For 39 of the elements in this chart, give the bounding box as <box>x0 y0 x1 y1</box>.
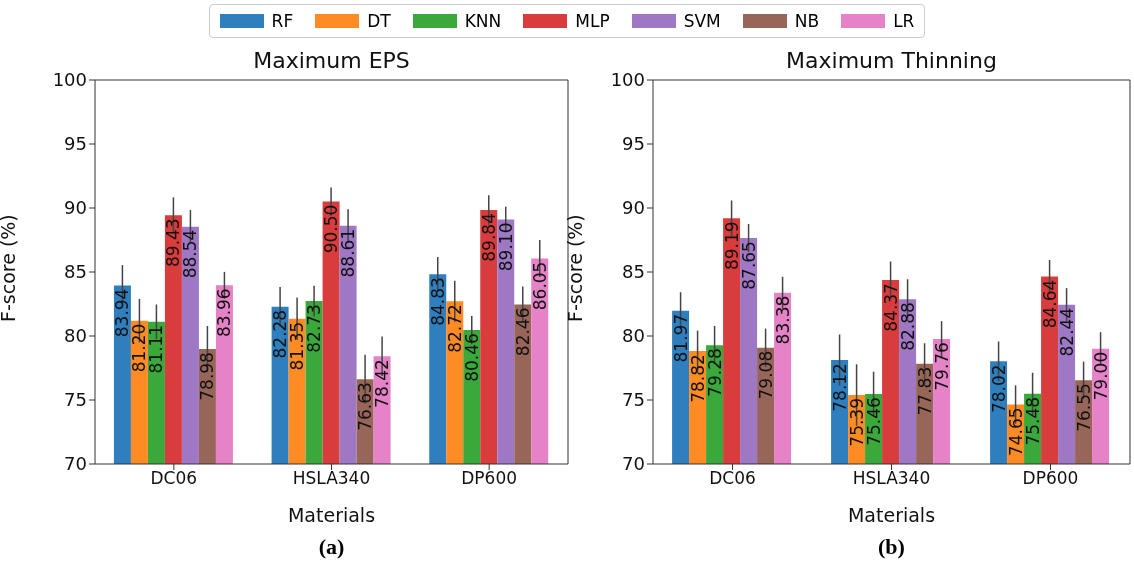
y-tick-label: 80 <box>622 325 645 347</box>
y-tick-label: 100 <box>610 69 645 91</box>
x-tick-label: DC06 <box>709 468 756 489</box>
y-tick-label: 70 <box>622 453 645 475</box>
legend-label: SVM <box>683 11 721 31</box>
chart-title: Maximum EPS <box>252 48 411 73</box>
y-tick-label: 95 <box>64 133 87 155</box>
y-tick-label: 85 <box>64 261 87 283</box>
y-tick-label: 100 <box>52 69 87 91</box>
x-tick-label: DP600 <box>1022 468 1079 489</box>
y-tick-label: 85 <box>622 261 645 283</box>
x-axis-title: Materials <box>847 504 936 526</box>
data-label: 83.96 <box>214 288 235 337</box>
y-axis-title: F-score (%) <box>0 214 19 322</box>
text: (b) <box>877 534 906 560</box>
y-tick-label: 80 <box>64 325 87 347</box>
x-axis-title: Materials <box>287 504 376 526</box>
y-tick-label: 90 <box>622 197 645 219</box>
y-tick-label: 70 <box>64 453 87 475</box>
y-axis-title: F-score (%) <box>563 214 586 322</box>
y-tick-label: 90 <box>64 197 87 219</box>
legend-label: LR <box>893 11 915 31</box>
x-tick-label: HSLA340 <box>852 468 931 489</box>
chart-title: Maximum Thinning <box>785 48 998 73</box>
legend-label: RF <box>271 11 294 31</box>
legend-label: NB <box>794 11 820 31</box>
legend-label: MLP <box>575 11 610 31</box>
x-tick-label: HSLA340 <box>292 468 371 489</box>
text: (a) <box>317 534 346 560</box>
x-tick-label: DP600 <box>461 468 518 489</box>
y-tick-label: 75 <box>622 389 645 411</box>
legend-label: DT <box>367 11 391 31</box>
y-tick-label: 95 <box>622 133 645 155</box>
data-label: 83.38 <box>772 295 793 345</box>
data-label: 79.08 <box>755 350 776 400</box>
data-label: 78.98 <box>197 352 218 401</box>
legend-label: KNN <box>464 11 502 31</box>
y-tick-label: 75 <box>64 389 87 411</box>
x-tick-label: DC06 <box>150 468 198 489</box>
